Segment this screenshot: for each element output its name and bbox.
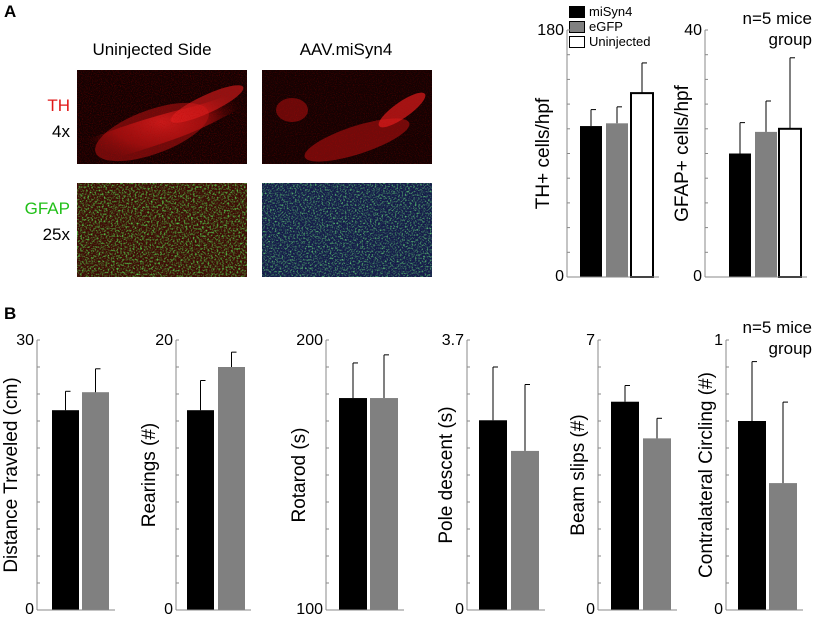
bar-circling-egfp [769,483,797,610]
y-axis-label-th: TH+ cells/hpf [533,97,554,209]
y-tick-label-max-rearings: 20 [155,332,173,349]
legend-swatch-misyn4 [569,5,585,18]
legend-label-misyn4: miSyn4 [589,4,633,19]
legend-swatch-uninjected [569,35,585,48]
y-axis-label-distance: Distance Traveled (cm) [1,377,22,572]
panel-a-letter: A [4,2,17,21]
y-tick-label-min-rotarod: 100 [296,601,323,618]
y-axis-label-gfap: GFAP+ cells/hpf [672,84,693,221]
y-axis-label-pole: Pole descent (s) [436,406,457,543]
y-axis-label-rearings: Rearings (#) [139,423,160,528]
gfap-aav-micrograph [262,183,432,277]
panel-b-n-note: n=5 mice group [722,317,812,359]
panel-a-n-note: n=5 mice group [722,8,812,50]
panel-a-n-note-line2: group [768,30,812,49]
th-row-label: TH [47,96,70,115]
gfap-row-label: GFAP [24,199,70,218]
bar-pole-misyn4 [479,420,507,610]
y-tick-label-min-th: 0 [555,268,564,285]
y-tick-label-max-th: 180 [537,22,564,39]
th-uninjected-micrograph [77,70,247,164]
bar-distance-misyn4 [52,410,79,610]
legend-item-uninjected: Uninjected [569,34,650,49]
legend-label-uninjected: Uninjected [589,34,651,49]
legend-swatch-egfp [569,20,585,33]
th-magnification-label: 4x [52,122,70,141]
y-tick-label-min-rearings: 0 [164,601,173,618]
y-tick-label-min-gfap: 0 [693,268,702,285]
bar-beam-egfp [643,438,671,610]
y-tick-label-max-gfap: 40 [684,22,702,39]
th-aav-micrograph [262,70,432,164]
bar-pole-egfp [511,450,539,610]
bar-th-misyn4 [580,126,602,277]
y-tick-label-max-distance: 30 [16,332,34,349]
y-tick-label-min-circling: 0 [714,601,723,618]
y-tick-label-max-circling: 1 [714,332,723,349]
y-axis-label-circling: Contralateral Circling (#) [696,372,717,578]
legend: miSyn4 eGFP Uninjected [569,4,650,49]
bar-gfap-misyn4 [729,153,751,277]
bar-distance-egfp [82,392,109,610]
y-tick-label-min-distance: 0 [25,601,34,618]
bar-th-egfp [606,123,628,277]
bar-gfap-uninjected [778,127,802,278]
bar-rotarod-egfp [370,398,398,610]
bar-rotarod-misyn4 [339,398,367,610]
legend-item-egfp: eGFP [569,19,650,34]
bar-gfap-egfp [755,131,777,277]
bar-rearings-egfp [218,367,245,610]
bar-beam-misyn4 [611,401,639,610]
panel-a-n-note-line1: n=5 mice [742,9,812,28]
bar-rearings-misyn4 [187,410,214,610]
aav-column-title: AAV.miSyn4 [299,40,393,59]
bar-circling-misyn4 [738,421,766,610]
uninjected-column-title: Uninjected Side [92,40,212,59]
gfap-uninjected-micrograph [77,183,247,277]
y-axis-label-rotarod: Rotarod (s) [289,427,310,522]
panel-b-n-note-line2: group [768,339,812,358]
y-tick-label-max-pole: 3.7 [442,332,464,349]
legend-item-misyn4: miSyn4 [569,4,650,19]
bar-th-uninjected [630,92,654,278]
y-tick-label-min-pole: 0 [455,601,464,618]
y-tick-label-min-beam: 0 [586,601,595,618]
legend-label-egfp: eGFP [589,19,623,34]
panel-b-letter: B [4,304,17,323]
y-tick-label-max-rotarod: 200 [296,332,323,349]
y-axis-label-beam: Beam slips (#) [568,414,589,535]
panel-b-n-note-line1: n=5 mice [742,318,812,337]
y-tick-label-max-beam: 7 [586,332,595,349]
gfap-magnification-label: 25x [42,225,70,244]
